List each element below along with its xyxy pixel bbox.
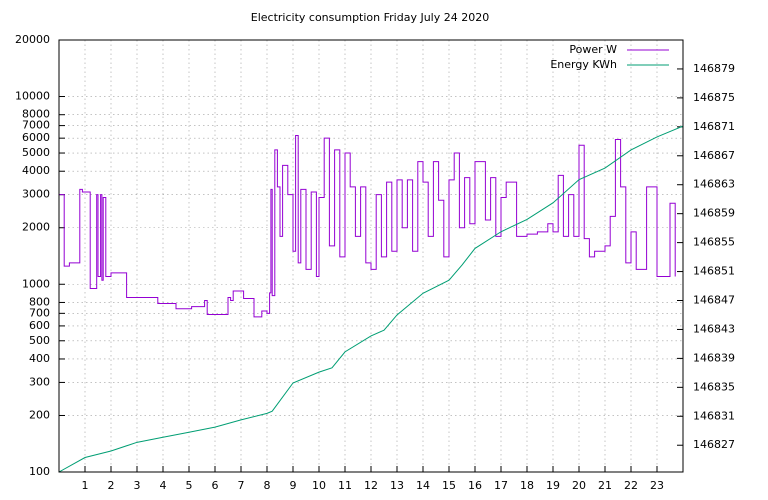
x-tick-label: 4 [160,479,167,492]
x-tick-label: 1 [82,479,89,492]
y2-tick-label: 146867 [693,149,735,162]
x-tick-label: 11 [338,479,352,492]
y2-tick-label: 146835 [693,380,735,393]
x-tick-label: 15 [442,479,456,492]
x-tick-label: 14 [416,479,430,492]
y-tick-label: 20000 [15,33,50,46]
y-tick-label: 5000 [22,146,50,159]
y-tick-label: 200 [29,408,50,421]
x-tick-label: 22 [624,479,638,492]
series-line [59,134,676,318]
y2-tick-label: 146827 [693,438,735,451]
y-tick-label: 500 [29,334,50,347]
x-tick-label: 8 [264,479,271,492]
y2-tick-label: 146875 [693,91,735,104]
x-tick-label: 6 [212,479,219,492]
x-tick-label: 17 [494,479,508,492]
legend-label: Energy KWh [550,58,617,71]
y2-tick-label: 146859 [693,207,735,220]
series-line [58,125,684,473]
x-tick-label: 9 [290,479,297,492]
y-tick-label: 400 [29,352,50,365]
y2-tick-label: 146839 [693,351,735,364]
y-tick-label: 7000 [22,119,50,132]
y-tick-label: 700 [29,306,50,319]
x-tick-label: 2 [108,479,115,492]
x-tick-label: 7 [238,479,245,492]
x-tick-label: 13 [390,479,404,492]
y-tick-label: 8000 [22,108,50,121]
y2-tick-label: 146851 [693,265,735,278]
x-tick-label: 5 [186,479,193,492]
x-tick-label: 19 [546,479,560,492]
x-tick-label: 10 [312,479,326,492]
y2-tick-label: 146871 [693,120,735,133]
y-tick-label: 4000 [22,164,50,177]
y-tick-label: 6000 [22,131,50,144]
y-tick-label: 2000 [22,221,50,234]
y2-tick-label: 146843 [693,322,735,335]
y-tick-label: 300 [29,375,50,388]
x-tick-label: 18 [520,479,534,492]
x-tick-label: 20 [572,479,586,492]
x-tick-label: 3 [134,479,141,492]
y-tick-label: 3000 [22,188,50,201]
x-tick-label: 16 [468,479,482,492]
y-tick-label: 100 [29,465,50,478]
legend-label: Power W [569,43,617,56]
x-tick-label: 21 [598,479,612,492]
x-tick-label: 23 [650,479,664,492]
y2-tick-label: 146879 [693,62,735,75]
y2-tick-label: 146855 [693,236,735,249]
chart-title: Electricity consumption Friday July 24 2… [251,11,489,24]
y-tick-label: 1000 [22,277,50,290]
y-tick-label: 600 [29,319,50,332]
y2-tick-label: 146847 [693,294,735,307]
y2-tick-label: 146831 [693,409,735,422]
x-tick-label: 12 [364,479,378,492]
y-tick-label: 800 [29,295,50,308]
y-tick-label: 10000 [15,90,50,103]
plot-frame [58,39,684,473]
y2-tick-label: 146863 [693,178,735,191]
